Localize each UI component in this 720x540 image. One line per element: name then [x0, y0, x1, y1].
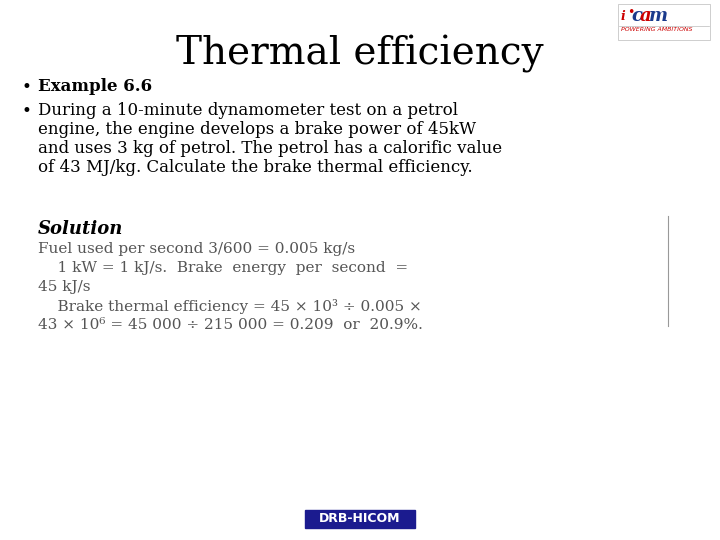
Text: i: i — [621, 10, 626, 23]
Text: m: m — [649, 7, 668, 25]
Text: and uses 3 kg of petrol. The petrol has a calorific value: and uses 3 kg of petrol. The petrol has … — [38, 140, 502, 157]
Text: •: • — [22, 102, 32, 120]
Text: Example 6.6: Example 6.6 — [38, 78, 152, 95]
Text: 1 kW = 1 kJ/s.  Brake  energy  per  second  =: 1 kW = 1 kJ/s. Brake energy per second = — [38, 261, 408, 275]
Text: 43 × 10⁶ = 45 000 ÷ 215 000 = 0.209  or  20.9%.: 43 × 10⁶ = 45 000 ÷ 215 000 = 0.209 or 2… — [38, 318, 423, 332]
Text: Brake thermal efficiency = 45 × 10³ ÷ 0.005 ×: Brake thermal efficiency = 45 × 10³ ÷ 0.… — [38, 299, 422, 314]
Text: •: • — [627, 6, 634, 19]
Text: DRB-HICOM: DRB-HICOM — [319, 512, 401, 525]
Text: POWERING AMBITIONS: POWERING AMBITIONS — [621, 27, 693, 32]
Text: Fuel used per second 3/600 = 0.005 kg/s: Fuel used per second 3/600 = 0.005 kg/s — [38, 242, 355, 256]
Text: During a 10-minute dynamometer test on a petrol: During a 10-minute dynamometer test on a… — [38, 102, 458, 119]
Text: 45 kJ/s: 45 kJ/s — [38, 280, 91, 294]
FancyBboxPatch shape — [618, 4, 710, 40]
Text: engine, the engine develops a brake power of 45kW: engine, the engine develops a brake powe… — [38, 121, 476, 138]
Text: •: • — [22, 78, 32, 96]
FancyBboxPatch shape — [305, 510, 415, 528]
Text: a: a — [640, 7, 652, 25]
Text: Thermal efficiency: Thermal efficiency — [176, 35, 544, 73]
Text: Solution: Solution — [38, 220, 123, 238]
Text: c: c — [631, 7, 642, 25]
Text: of 43 MJ/kg. Calculate the brake thermal efficiency.: of 43 MJ/kg. Calculate the brake thermal… — [38, 159, 472, 176]
